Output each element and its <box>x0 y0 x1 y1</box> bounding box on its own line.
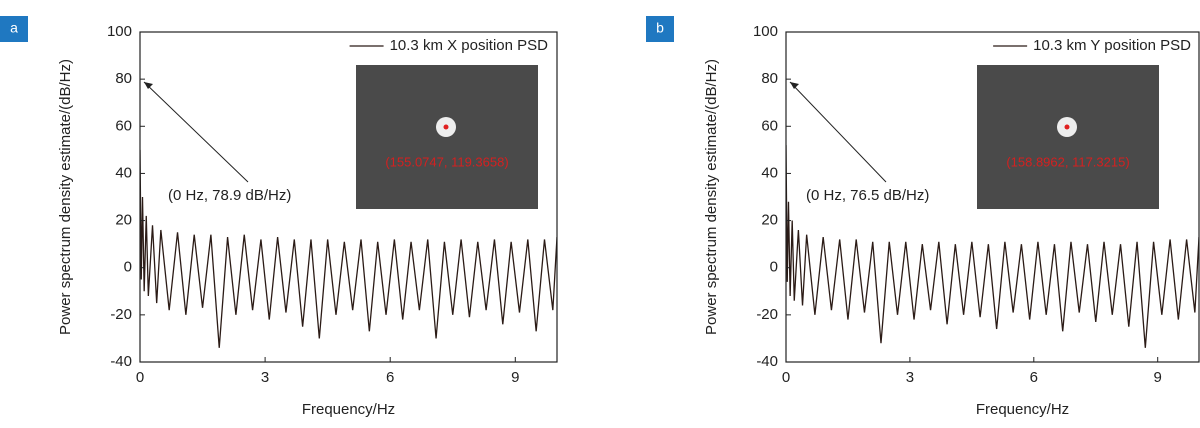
inset-image <box>356 65 538 209</box>
annotation: (0 Hz, 78.9 dB/Hz) <box>168 187 291 204</box>
annotation: (0 Hz, 76.5 dB/Hz) <box>806 187 929 204</box>
plot-frame <box>785 31 1200 363</box>
inset-centroid <box>1064 124 1070 130</box>
arrow-head <box>790 82 799 89</box>
y-tick-label: -20 <box>756 306 778 323</box>
y-tick-label: 80 <box>761 70 778 87</box>
legend-label: 10.3 km X position PSD <box>390 37 549 54</box>
x-tick-label: 0 <box>136 369 144 386</box>
y-tick-label: -40 <box>110 353 132 370</box>
x-tick-label: 3 <box>261 369 269 386</box>
panel-label: b <box>656 20 664 36</box>
plot-frame <box>139 31 558 363</box>
y-tick-label: -40 <box>756 353 778 370</box>
x-axis-label: Frequency/Hz <box>302 401 395 418</box>
y-tick-label: 60 <box>761 117 778 134</box>
inset-image <box>977 65 1159 209</box>
y-tick-label: -20 <box>110 306 132 323</box>
annotation-arrow <box>789 81 887 183</box>
psd-line <box>786 145 1199 348</box>
inset-label: (158.8962, 117.3215) <box>1006 154 1129 169</box>
y-tick-label: 80 <box>115 70 132 87</box>
panel-label-box <box>646 16 674 42</box>
inset-label: (155.0747, 119.3658) <box>385 154 508 169</box>
y-tick-label: 40 <box>761 164 778 181</box>
psd-line <box>140 149 557 348</box>
y-tick-label: 0 <box>770 259 778 276</box>
y-tick-label: 100 <box>107 23 132 40</box>
x-tick-label: 3 <box>906 369 914 386</box>
x-axis-label: Frequency/Hz <box>976 401 1069 418</box>
y-tick-label: 40 <box>115 164 132 181</box>
panel-label: a <box>10 20 18 36</box>
x-tick-label: 9 <box>511 369 519 386</box>
x-tick-label: 6 <box>1030 369 1038 386</box>
legend-label: 10.3 km Y position PSD <box>1033 37 1191 54</box>
y-axis-label: Power spectrum density estimate/(dB/Hz) <box>57 59 74 335</box>
x-tick-label: 6 <box>386 369 394 386</box>
y-tick-label: 0 <box>124 259 132 276</box>
y-tick-label: 100 <box>753 23 778 40</box>
x-tick-label: 9 <box>1154 369 1162 386</box>
arrow-head <box>144 82 153 89</box>
annotation-arrow <box>143 81 249 183</box>
y-tick-label: 60 <box>115 117 132 134</box>
inset-centroid <box>443 124 449 130</box>
y-tick-label: 20 <box>761 212 778 229</box>
y-tick-label: 20 <box>115 212 132 229</box>
panel-label-box <box>0 16 28 42</box>
y-axis-label: Power spectrum density estimate/(dB/Hz) <box>703 59 720 335</box>
x-tick-label: 0 <box>782 369 790 386</box>
